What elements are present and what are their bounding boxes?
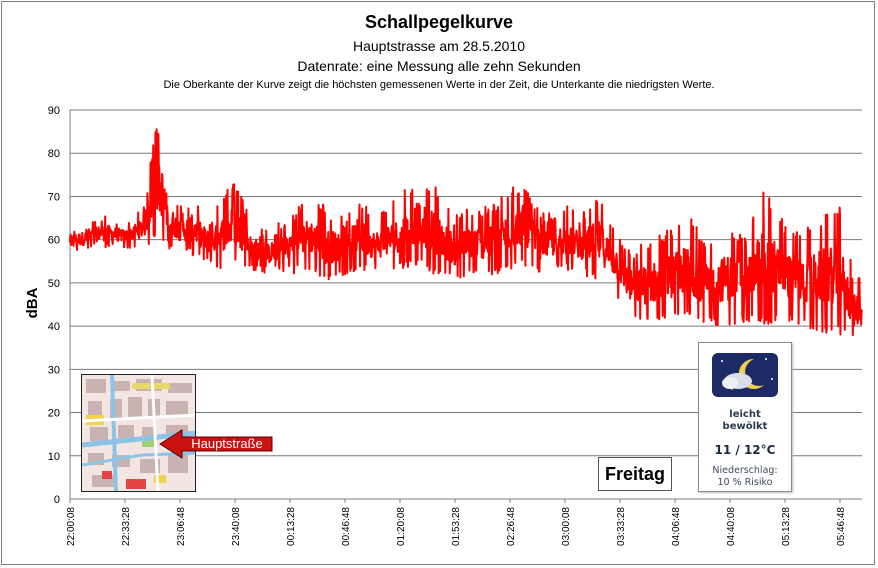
weather-precip-line2: 10 % Risiko: [717, 477, 773, 488]
weather-precip-line1: Niederschlag:: [712, 465, 778, 476]
chart-note: Die Oberkante der Kurve zeigt die höchst…: [163, 79, 715, 91]
day-label: Freitag: [598, 457, 672, 491]
x-tick-label: 22:33:28: [121, 507, 132, 546]
x-tick-label: 02:26:48: [506, 507, 517, 546]
x-tick-label: 23:40:08: [231, 507, 242, 546]
x-tick-label: 04:06:48: [671, 507, 682, 546]
x-tick-label: 00:46:48: [341, 507, 352, 546]
weather-condition: leicht bewölkt: [699, 409, 791, 433]
weather-condition-line2: bewölkt: [722, 421, 768, 432]
weather-condition-line1: leicht: [729, 409, 761, 420]
y-tick-label: 50: [48, 278, 60, 290]
chart-subtitle: Hauptstrasse am 28.5.2010: [353, 38, 525, 54]
x-tick-label: 00:13:28: [286, 507, 297, 546]
series-line: [69, 128, 863, 337]
y-tick-label: 30: [48, 364, 60, 376]
moon-cloud-icon: [712, 353, 778, 397]
y-tick-label: 40: [48, 321, 60, 333]
street-map-icon: [82, 375, 195, 491]
y-tick-label: 60: [48, 235, 60, 247]
x-tick-label: 22:00:08: [66, 507, 77, 546]
x-tick-label: 03:00:08: [561, 507, 572, 546]
y-tick-label: 90: [48, 105, 60, 117]
y-tick-label: 10: [48, 451, 60, 463]
x-tick-label: 01:53:28: [451, 507, 462, 546]
weather-card: leicht bewölkt 11 / 12°C Niederschlag: 1…: [698, 342, 792, 492]
x-tick-label: 23:06:48: [176, 507, 187, 546]
series-group: [69, 128, 863, 337]
x-tick-label: 01:20:08: [396, 507, 407, 546]
x-tick-labels: 22:00:08 22:33:28 23:06:48 23:40:08 00:13:28…: [66, 499, 847, 546]
weather-precipitation: Niederschlag: 10 % Risiko: [699, 465, 791, 489]
y-tick-label: 20: [48, 408, 60, 420]
y-tick-label: 70: [48, 191, 60, 203]
y-tick-labels: 0 10 20 30 40 50 60 70 80 90: [48, 105, 60, 506]
y-tick-label: 0: [54, 494, 60, 506]
x-tick-label: 05:13:28: [781, 507, 792, 546]
chart-title: Schallpegelkurve: [364, 12, 514, 32]
x-tick-label: 05:46:48: [836, 507, 847, 546]
x-tick-label: 03:33:28: [616, 507, 627, 546]
chart-subtitle-2: Datenrate: eine Messung alle zehn Sekund…: [297, 58, 581, 74]
weather-temperature: 11 / 12°C: [714, 443, 776, 457]
street-map-inset: [81, 374, 196, 492]
y-axis-label: dBA: [24, 287, 41, 318]
y-tick-label: 80: [48, 148, 60, 160]
x-tick-label: 04:40:08: [726, 507, 737, 546]
